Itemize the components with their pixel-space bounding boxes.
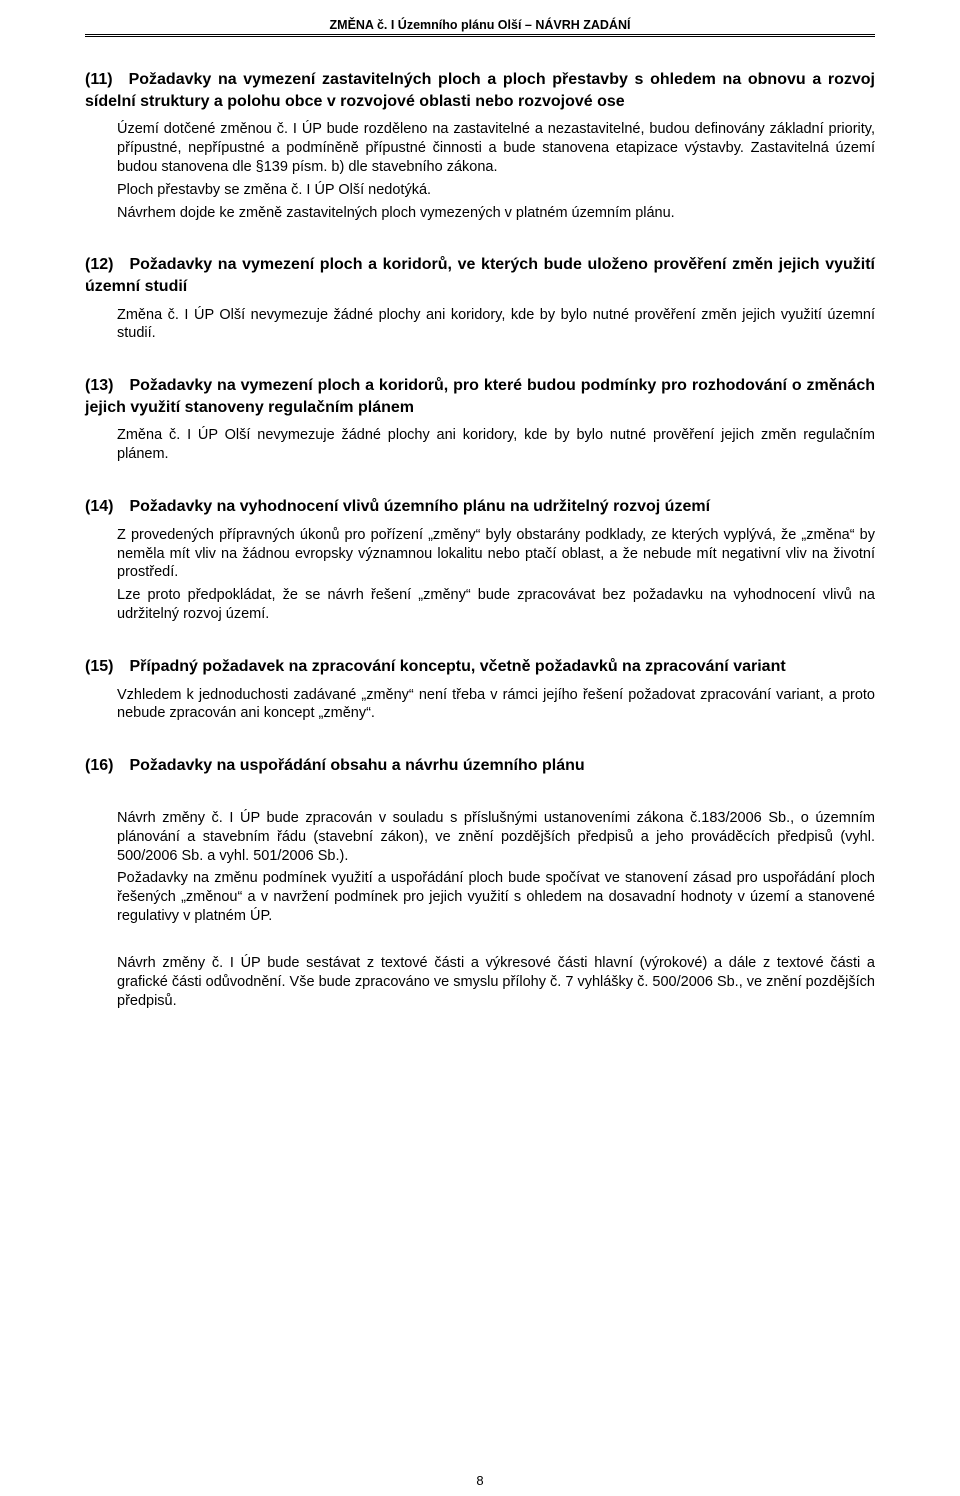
spacer	[85, 785, 875, 805]
section-11-title: (11) Požadavky na vymezení zastavitelnýc…	[85, 69, 875, 112]
header-rule-2	[85, 36, 875, 37]
page: ZMĚNA č. I Územního plánu Olší – NÁVRH Z…	[0, 0, 960, 1496]
section-11-p2: Ploch přestavby se změna č. I ÚP Olší ne…	[117, 181, 875, 200]
section-15-title: (15) Případný požadavek na zpracování ko…	[85, 656, 875, 678]
page-number: 8	[0, 1473, 960, 1488]
section-13-p1: Změna č. I ÚP Olší nevymezuje žádné ploc…	[117, 426, 875, 464]
section-12-title: (12) Požadavky na vymezení ploch a korid…	[85, 254, 875, 297]
section-14-p2: Lze proto předpokládat, že se návrh řeše…	[117, 586, 875, 624]
section-12-p1: Změna č. I ÚP Olší nevymezuje žádné ploc…	[117, 306, 875, 344]
section-16-p2: Požadavky na změnu podmínek využití a us…	[117, 869, 875, 926]
section-15-p1: Vzhledem k jednoduchosti zadávané „změny…	[117, 686, 875, 724]
section-14-title: (14) Požadavky na vyhodnocení vlivů územ…	[85, 496, 875, 518]
section-16-p1: Návrh změny č. I ÚP bude zpracován v sou…	[117, 809, 875, 866]
page-header: ZMĚNA č. I Územního plánu Olší – NÁVRH Z…	[85, 18, 875, 32]
section-13-title: (13) Požadavky na vymezení ploch a korid…	[85, 375, 875, 418]
header-rule-1	[85, 34, 875, 35]
section-16-p3: Návrh změny č. I ÚP bude sestávat z text…	[117, 954, 875, 1011]
section-11-p1: Území dotčené změnou č. I ÚP bude rozděl…	[117, 120, 875, 177]
section-16-title: (16) Požadavky na uspořádání obsahu a ná…	[85, 755, 875, 777]
section-14-p1: Z provedených přípravných úkonů pro poří…	[117, 526, 875, 583]
spacer	[85, 930, 875, 950]
section-11-p3: Návrhem dojde ke změně zastavitelných pl…	[117, 204, 875, 223]
